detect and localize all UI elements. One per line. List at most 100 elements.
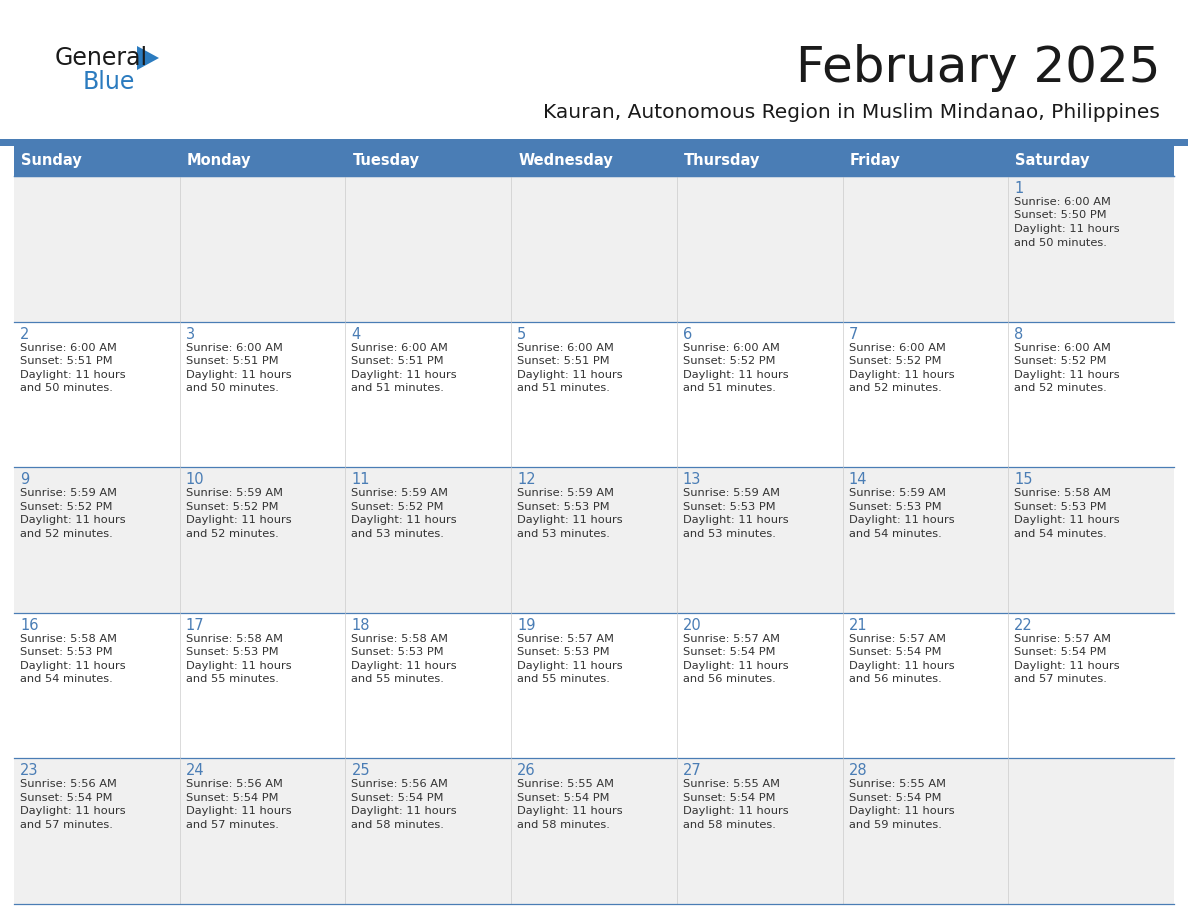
Text: Sunset: 5:53 PM: Sunset: 5:53 PM <box>517 502 609 511</box>
Text: and 57 minutes.: and 57 minutes. <box>1015 675 1107 684</box>
Text: Daylight: 11 hours: Daylight: 11 hours <box>1015 515 1120 525</box>
Text: Sunrise: 5:56 AM: Sunrise: 5:56 AM <box>20 779 116 789</box>
Text: 17: 17 <box>185 618 204 633</box>
Text: 15: 15 <box>1015 472 1032 487</box>
Text: 11: 11 <box>352 472 369 487</box>
Text: and 58 minutes.: and 58 minutes. <box>517 820 609 830</box>
Text: Sunset: 5:51 PM: Sunset: 5:51 PM <box>352 356 444 366</box>
Text: Sunrise: 6:00 AM: Sunrise: 6:00 AM <box>517 342 614 353</box>
Text: 14: 14 <box>848 472 867 487</box>
Text: 28: 28 <box>848 764 867 778</box>
Text: and 50 minutes.: and 50 minutes. <box>185 383 279 393</box>
Text: Daylight: 11 hours: Daylight: 11 hours <box>517 370 623 380</box>
Text: Sunrise: 5:58 AM: Sunrise: 5:58 AM <box>20 633 116 644</box>
Text: Sunset: 5:52 PM: Sunset: 5:52 PM <box>848 356 941 366</box>
Text: and 53 minutes.: and 53 minutes. <box>352 529 444 539</box>
Text: and 54 minutes.: and 54 minutes. <box>1015 529 1107 539</box>
Bar <box>14 467 1174 613</box>
Text: Daylight: 11 hours: Daylight: 11 hours <box>848 661 954 671</box>
Text: Daylight: 11 hours: Daylight: 11 hours <box>20 370 126 380</box>
Text: and 52 minutes.: and 52 minutes. <box>185 529 278 539</box>
Text: 26: 26 <box>517 764 536 778</box>
Text: 25: 25 <box>352 764 369 778</box>
Text: and 54 minutes.: and 54 minutes. <box>848 529 941 539</box>
Bar <box>0 139 1188 146</box>
Text: Sunrise: 5:57 AM: Sunrise: 5:57 AM <box>517 633 614 644</box>
Text: Daylight: 11 hours: Daylight: 11 hours <box>20 806 126 816</box>
Bar <box>346 146 511 176</box>
Text: Daylight: 11 hours: Daylight: 11 hours <box>848 806 954 816</box>
Text: and 55 minutes.: and 55 minutes. <box>517 675 609 684</box>
Text: Sunset: 5:54 PM: Sunset: 5:54 PM <box>517 793 609 803</box>
Text: and 52 minutes.: and 52 minutes. <box>20 529 113 539</box>
Text: Daylight: 11 hours: Daylight: 11 hours <box>1015 370 1120 380</box>
Text: Sunset: 5:53 PM: Sunset: 5:53 PM <box>20 647 113 657</box>
Text: and 59 minutes.: and 59 minutes. <box>848 820 941 830</box>
Text: Sunset: 5:54 PM: Sunset: 5:54 PM <box>848 793 941 803</box>
Text: Daylight: 11 hours: Daylight: 11 hours <box>352 370 457 380</box>
Text: Tuesday: Tuesday <box>353 153 419 169</box>
Text: Sunset: 5:53 PM: Sunset: 5:53 PM <box>185 647 278 657</box>
Text: 6: 6 <box>683 327 693 341</box>
Polygon shape <box>137 46 159 70</box>
Text: 18: 18 <box>352 618 369 633</box>
Text: and 58 minutes.: and 58 minutes. <box>352 820 444 830</box>
Text: Sunrise: 5:59 AM: Sunrise: 5:59 AM <box>185 488 283 498</box>
Text: 12: 12 <box>517 472 536 487</box>
Text: and 54 minutes.: and 54 minutes. <box>20 675 113 684</box>
Text: Daylight: 11 hours: Daylight: 11 hours <box>20 661 126 671</box>
Text: and 55 minutes.: and 55 minutes. <box>185 675 279 684</box>
Text: 10: 10 <box>185 472 204 487</box>
Text: Daylight: 11 hours: Daylight: 11 hours <box>352 515 457 525</box>
Text: Daylight: 11 hours: Daylight: 11 hours <box>683 806 789 816</box>
Text: Friday: Friday <box>849 153 901 169</box>
Text: Blue: Blue <box>83 70 135 94</box>
Text: Sunset: 5:54 PM: Sunset: 5:54 PM <box>1015 647 1107 657</box>
Text: and 57 minutes.: and 57 minutes. <box>20 820 113 830</box>
Text: and 56 minutes.: and 56 minutes. <box>848 675 941 684</box>
Text: Sunset: 5:52 PM: Sunset: 5:52 PM <box>1015 356 1107 366</box>
Text: and 58 minutes.: and 58 minutes. <box>683 820 776 830</box>
Text: Sunset: 5:50 PM: Sunset: 5:50 PM <box>1015 210 1107 220</box>
Text: 9: 9 <box>20 472 30 487</box>
Text: Daylight: 11 hours: Daylight: 11 hours <box>517 806 623 816</box>
Text: Monday: Monday <box>187 153 251 169</box>
Text: Sunrise: 5:58 AM: Sunrise: 5:58 AM <box>185 633 283 644</box>
Text: Sunset: 5:53 PM: Sunset: 5:53 PM <box>683 502 776 511</box>
Text: Daylight: 11 hours: Daylight: 11 hours <box>185 806 291 816</box>
Text: Daylight: 11 hours: Daylight: 11 hours <box>185 370 291 380</box>
Text: Sunset: 5:54 PM: Sunset: 5:54 PM <box>185 793 278 803</box>
Text: and 57 minutes.: and 57 minutes. <box>185 820 279 830</box>
Text: Sunset: 5:54 PM: Sunset: 5:54 PM <box>352 793 444 803</box>
Text: Sunrise: 6:00 AM: Sunrise: 6:00 AM <box>1015 197 1111 207</box>
Text: Daylight: 11 hours: Daylight: 11 hours <box>848 515 954 525</box>
Text: Sunset: 5:54 PM: Sunset: 5:54 PM <box>683 793 776 803</box>
Text: and 50 minutes.: and 50 minutes. <box>20 383 113 393</box>
Text: Wednesday: Wednesday <box>518 153 613 169</box>
Text: 23: 23 <box>20 764 38 778</box>
Text: 1: 1 <box>1015 181 1024 196</box>
Bar <box>14 176 1174 321</box>
Text: Daylight: 11 hours: Daylight: 11 hours <box>683 370 789 380</box>
Text: Daylight: 11 hours: Daylight: 11 hours <box>1015 224 1120 234</box>
Text: Sunrise: 5:59 AM: Sunrise: 5:59 AM <box>683 488 779 498</box>
Text: and 52 minutes.: and 52 minutes. <box>848 383 941 393</box>
Bar <box>14 321 1174 467</box>
Text: Sunrise: 6:00 AM: Sunrise: 6:00 AM <box>1015 342 1111 353</box>
Text: Daylight: 11 hours: Daylight: 11 hours <box>848 370 954 380</box>
Text: Sunset: 5:51 PM: Sunset: 5:51 PM <box>185 356 278 366</box>
Text: Sunset: 5:52 PM: Sunset: 5:52 PM <box>185 502 278 511</box>
Text: Sunset: 5:51 PM: Sunset: 5:51 PM <box>517 356 609 366</box>
Text: 21: 21 <box>848 618 867 633</box>
Text: and 55 minutes.: and 55 minutes. <box>352 675 444 684</box>
Bar <box>14 146 179 176</box>
Text: Sunset: 5:53 PM: Sunset: 5:53 PM <box>848 502 941 511</box>
Text: 22: 22 <box>1015 618 1034 633</box>
Text: Sunday: Sunday <box>21 153 82 169</box>
Text: Daylight: 11 hours: Daylight: 11 hours <box>352 661 457 671</box>
Text: Sunset: 5:53 PM: Sunset: 5:53 PM <box>352 647 444 657</box>
Text: and 51 minutes.: and 51 minutes. <box>517 383 609 393</box>
Text: and 52 minutes.: and 52 minutes. <box>1015 383 1107 393</box>
Text: Daylight: 11 hours: Daylight: 11 hours <box>20 515 126 525</box>
Text: Sunrise: 5:55 AM: Sunrise: 5:55 AM <box>848 779 946 789</box>
